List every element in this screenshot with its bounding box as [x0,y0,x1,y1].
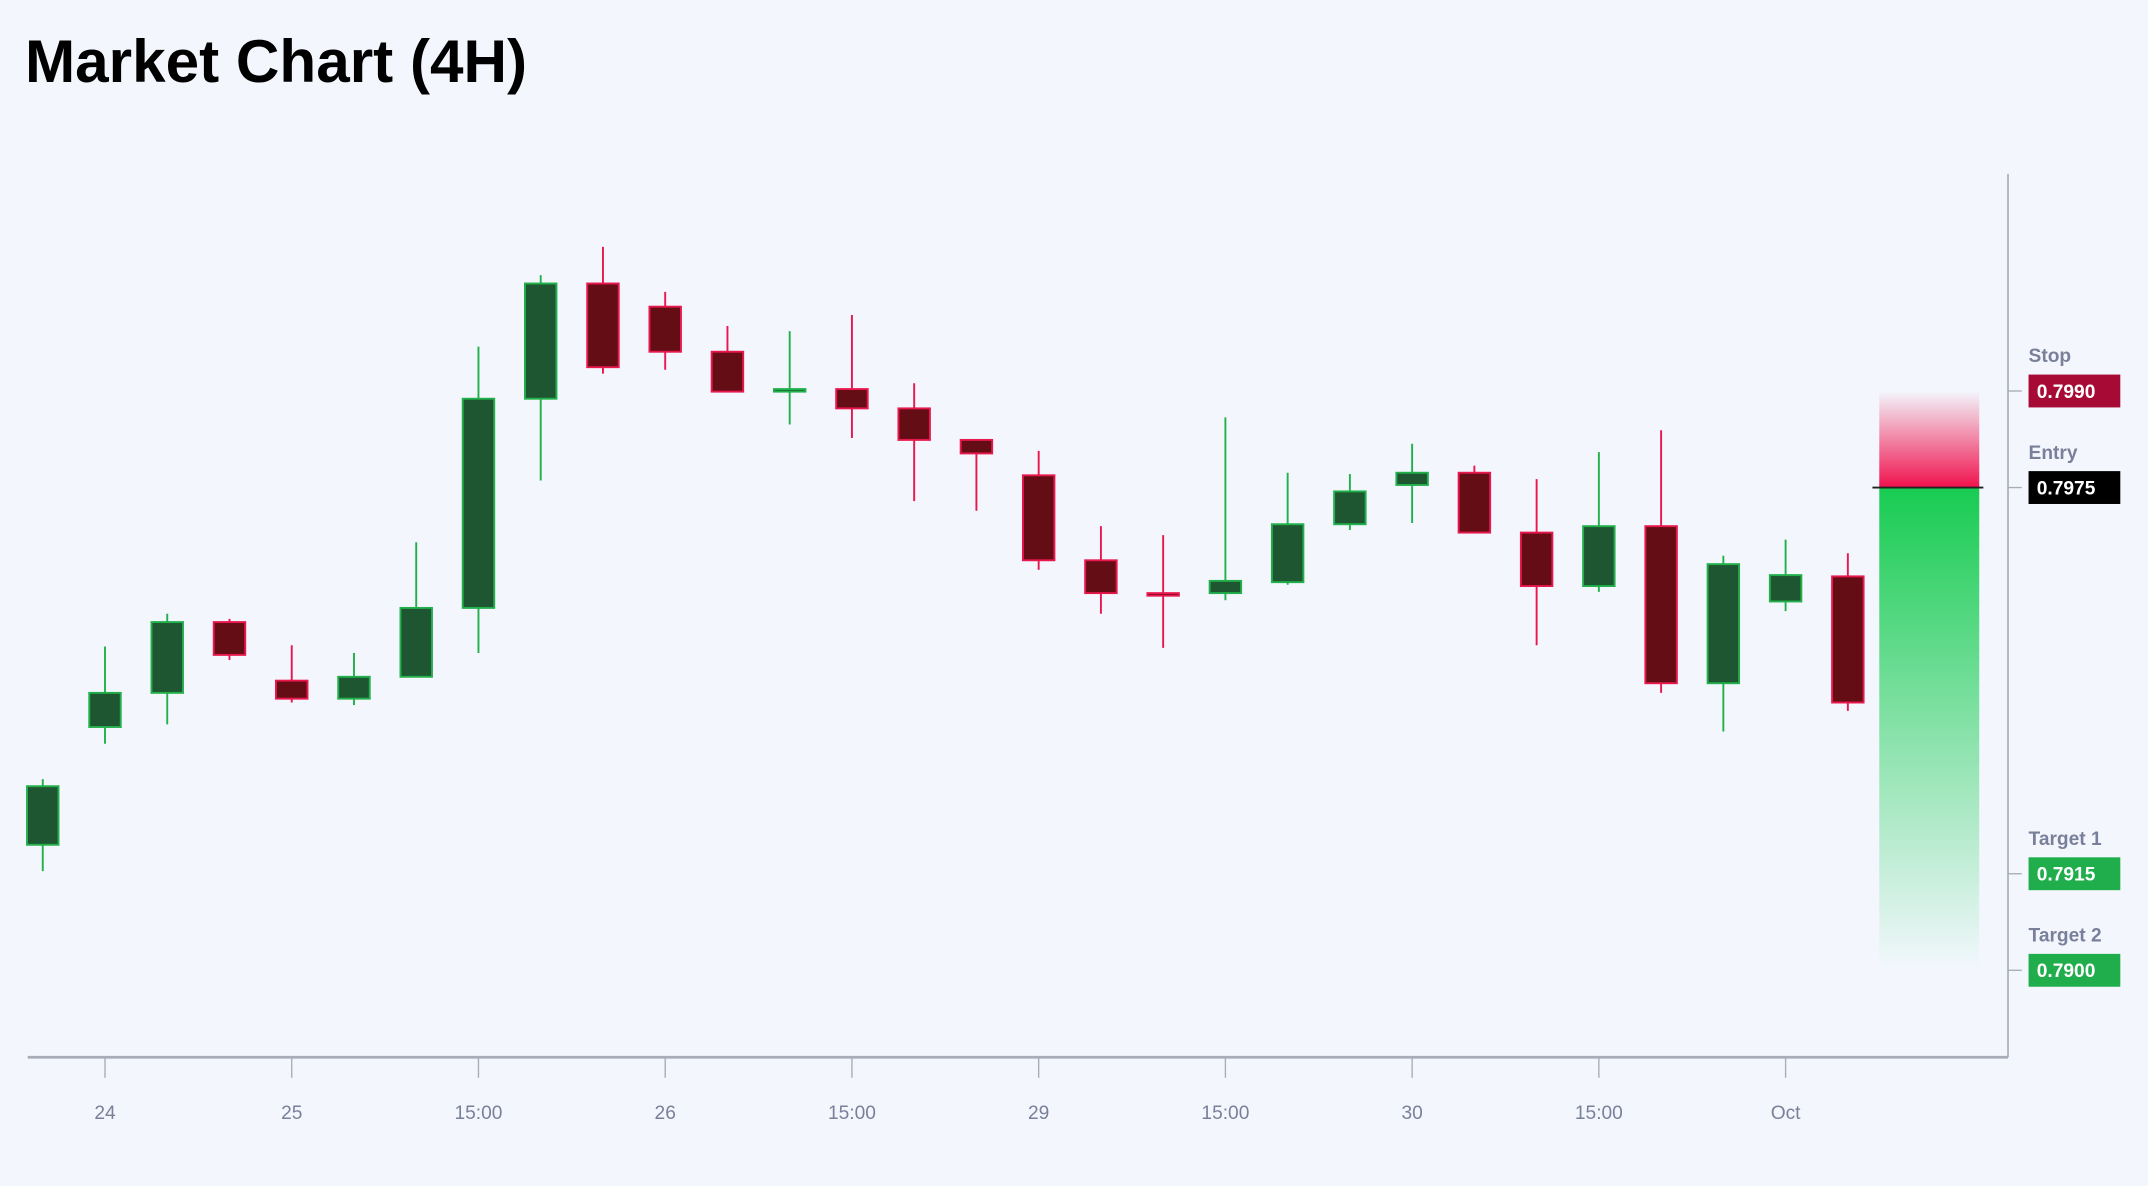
candle-bullish [337,652,371,706]
candle-bullish [524,275,558,481]
level-value: 0.7900 [2037,961,2096,982]
x-tick-label: 24 [94,1103,116,1124]
x-tick-label: 15:00 [454,1103,502,1124]
risk-reward-zone [1872,390,1984,971]
candle-body [1395,471,1429,486]
candle-body [586,282,620,369]
candle-bearish [835,315,869,438]
x-tick-label: 26 [655,1103,676,1124]
candle-body [275,679,309,700]
x-tick-label: 25 [281,1103,302,1124]
candle-bearish [710,325,745,393]
level-target-1: Target 1 0.7915 [2008,829,2121,891]
level-value-badge [2028,374,2121,408]
candle-body [1333,490,1367,526]
candle-body [1519,531,1554,587]
candle-bullish [1768,539,1803,612]
candle-bearish [586,246,620,374]
candles [26,246,1865,872]
candle-bearish [1831,553,1865,711]
candle-bullish [461,346,496,653]
level-value-badge [2028,857,2121,891]
candle-body [959,438,994,455]
level-stop: Stop 0.7990 [2008,346,2121,408]
candle-bullish [1270,472,1305,585]
candle-body [897,407,931,441]
candle-body [524,282,558,400]
level-entry: Entry 0.7975 [2008,443,2121,504]
x-ticks: 24 25 15:00 26 15:00 29 15:00 30 15:00 Oct [94,1057,1801,1124]
candle-bullish [150,613,184,725]
candle-bullish [1582,452,1616,592]
level-label: Entry [2029,443,2078,464]
candle-body [461,397,496,609]
candle-body [212,621,247,656]
x-tick-label: 30 [1401,1103,1422,1124]
candle-body [1208,579,1243,595]
candle-body [1768,574,1803,603]
candle-body [1084,559,1118,595]
candle-bearish [1021,450,1056,570]
candle-bearish [1519,479,1554,646]
level-value: 0.7975 [2037,478,2096,499]
level-value-badge [2028,953,2121,987]
candle-body [337,675,371,700]
candle-bearish [1146,535,1180,648]
candle-bullish [88,646,122,744]
axes [27,173,2009,1059]
level-value: 0.7990 [2037,382,2096,403]
candle-bullish [1395,443,1429,523]
candle-body [1831,575,1865,704]
candle-body [772,388,807,393]
level-target-2: Target 2 0.7900 [2008,926,2121,987]
candle-body [1270,523,1305,584]
candle-body [1582,525,1616,587]
candle-body [1644,525,1678,685]
candle-body [88,691,122,728]
candle-body [399,606,433,678]
candle-bullish [26,779,60,872]
candle-body [150,621,184,694]
x-tick-label: 29 [1028,1103,1049,1124]
x-tick-label: 15:00 [1201,1103,1249,1124]
candle-bearish [897,383,931,502]
candle-bullish [399,542,433,678]
candle-body [1457,471,1492,534]
candle-body [835,388,869,410]
candle-bearish [1644,430,1678,693]
candle-bearish [648,291,682,370]
candle-body [710,350,745,393]
level-value: 0.7915 [2037,865,2096,886]
level-label: Target 1 [2029,829,2102,850]
candle-body [1706,563,1741,685]
x-tick-label: 15:00 [1575,1103,1623,1124]
candle-bearish [959,438,994,511]
candle-body [26,785,60,846]
candle-body [1146,592,1180,597]
level-label: Target 2 [2029,926,2102,947]
candle-body [1021,474,1056,562]
candle-bearish [1084,526,1118,614]
candle-bullish [772,331,807,425]
candle-bearish [1457,465,1492,534]
candle-bullish [1706,555,1741,732]
level-label: Stop [2029,346,2072,367]
candle-bearish [212,618,247,661]
risk-zone [1879,390,1980,488]
x-tick-label: Oct [1771,1103,1801,1124]
candle-bullish [1208,417,1243,601]
level-value-badge [2028,471,2121,504]
reward-zone [1879,487,1980,971]
x-tick-label: 15:00 [828,1103,876,1124]
candle-body [648,305,682,353]
candle-bearish [275,645,309,703]
chart-title: Market Chart (4H) [25,27,527,95]
candle-bullish [1333,474,1367,531]
